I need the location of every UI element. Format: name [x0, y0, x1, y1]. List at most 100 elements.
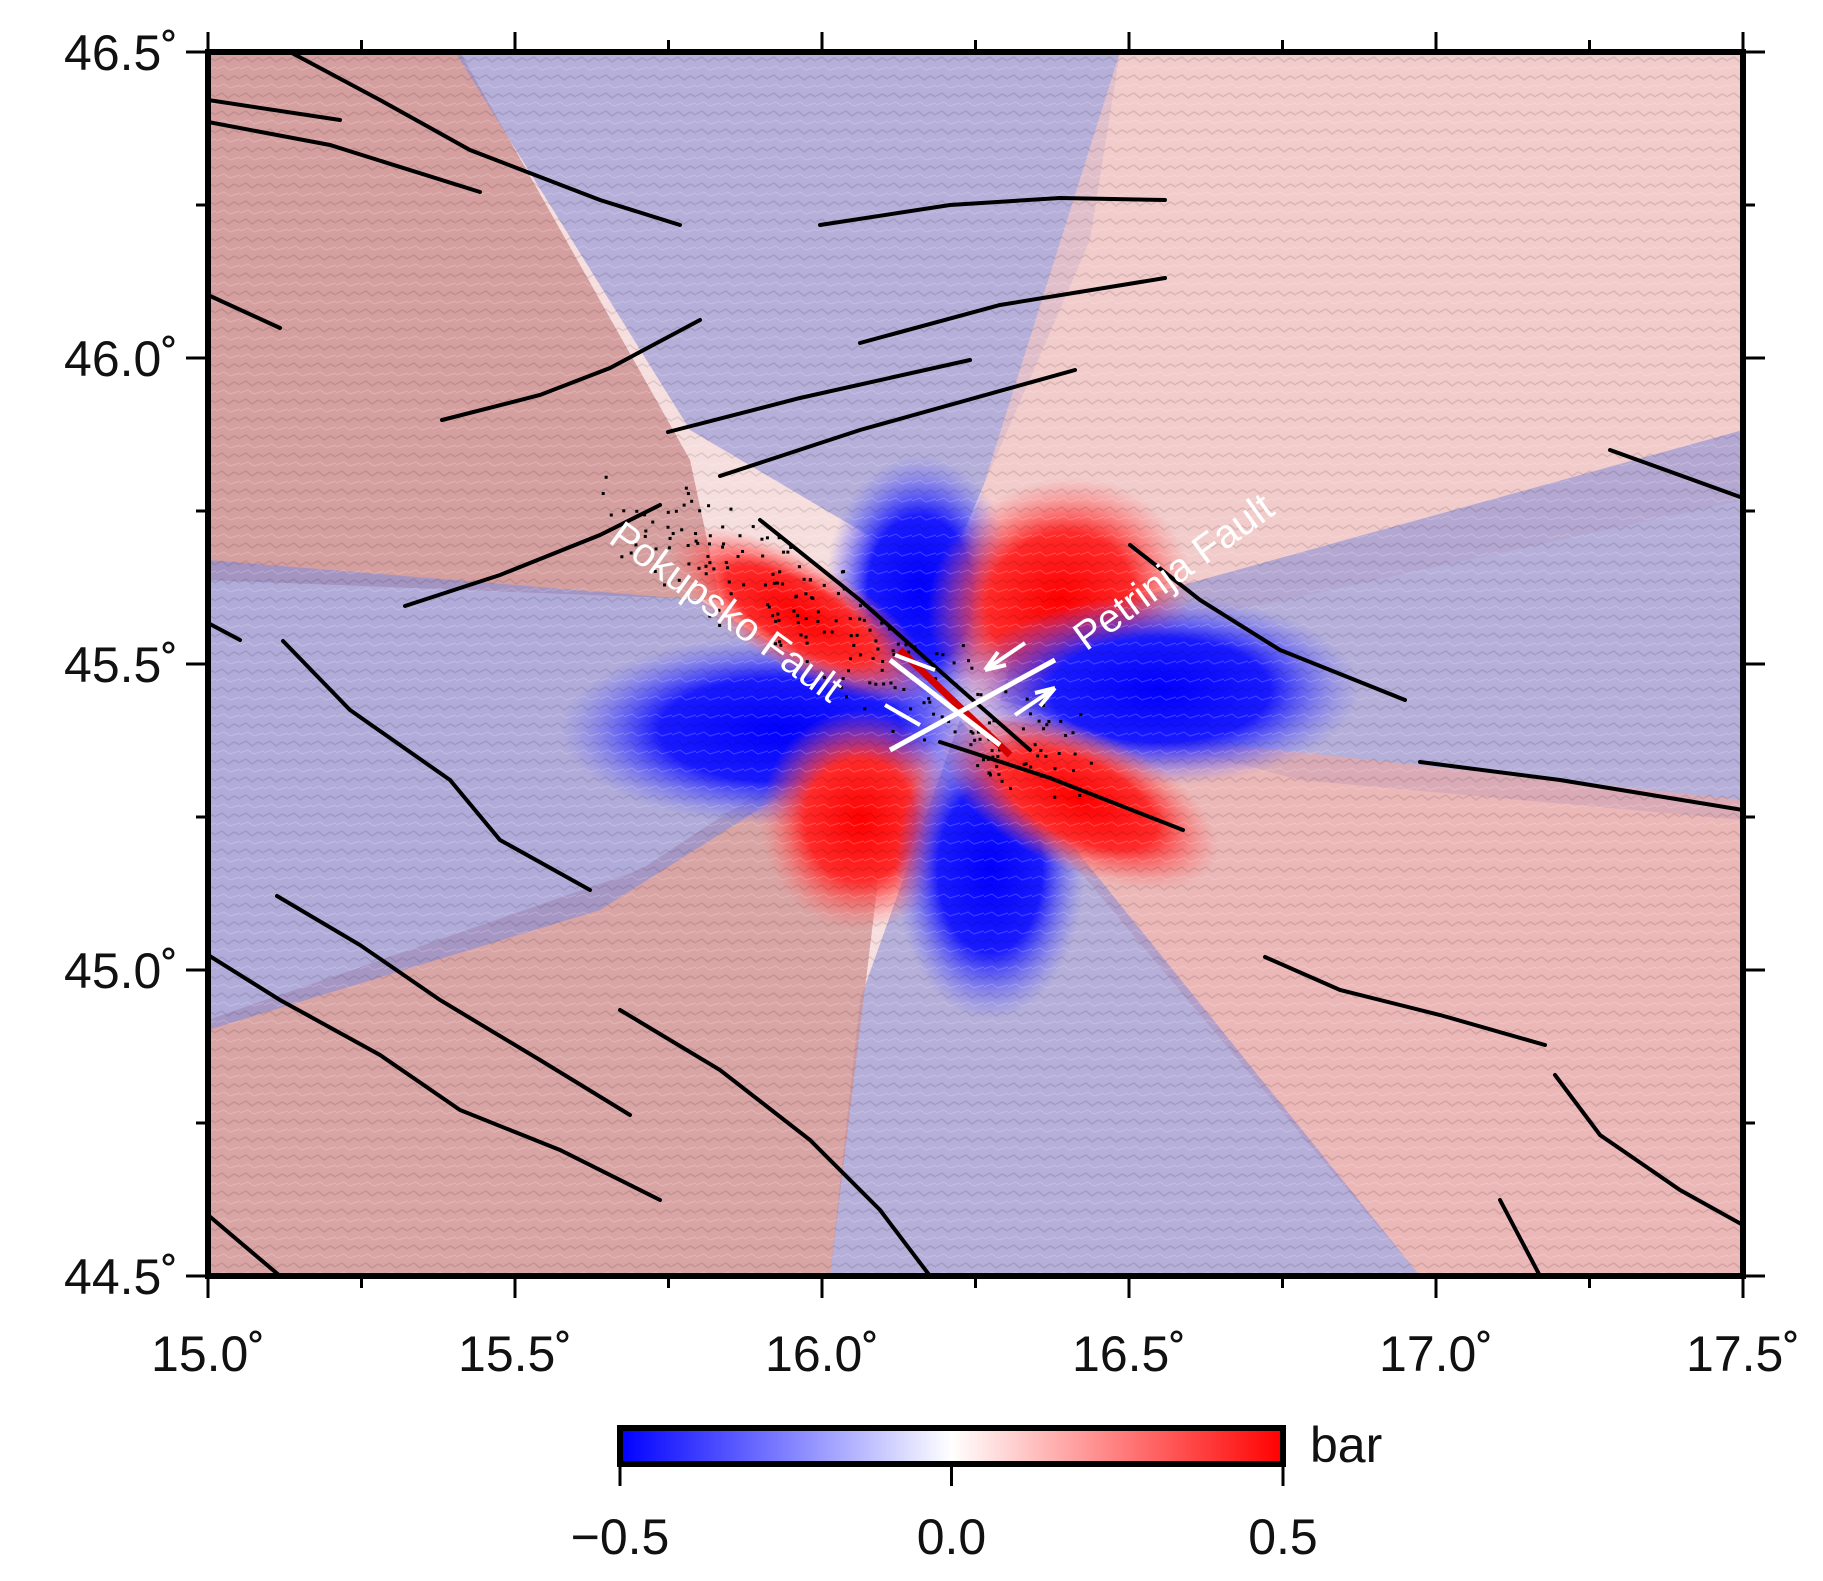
aftershock-dot — [601, 492, 605, 496]
aftershock-dot — [767, 605, 771, 609]
y-tick-label: 46.5˚ — [64, 25, 178, 81]
fault-trace — [858, 276, 1167, 345]
aftershock-dot — [848, 617, 852, 621]
aftershock-dot — [954, 683, 958, 687]
aftershock-dot — [862, 618, 866, 622]
fault-trace — [208, 953, 662, 1202]
slip-arrow — [983, 641, 1027, 672]
y-tick-label: 45.0˚ — [64, 943, 178, 999]
aftershock-dot — [969, 743, 973, 747]
aftershock-dot — [697, 566, 701, 570]
aftershock-dot — [976, 764, 980, 768]
aftershock-dot — [779, 643, 783, 647]
aftershock-dot — [778, 640, 782, 644]
aftershock-dot — [680, 528, 684, 532]
aftershock-dot — [727, 580, 731, 584]
aftershock-dot — [751, 525, 755, 529]
fault-trace — [1498, 1198, 1542, 1276]
aftershock-dot — [909, 707, 913, 711]
aftershock-dot — [1022, 763, 1026, 767]
aftershock-dot — [997, 772, 1001, 776]
fault-trace — [818, 195, 1167, 227]
aftershock-dot — [622, 509, 626, 513]
aftershock-dot — [629, 551, 633, 555]
aftershock-dot — [776, 612, 780, 616]
aftershock-dot — [987, 771, 991, 775]
aftershock-dot — [718, 623, 722, 627]
aftershock-dot — [778, 570, 782, 574]
aftershock-dot — [774, 619, 778, 623]
aftershock-dot — [961, 644, 965, 648]
aftershock-dot — [771, 614, 775, 618]
aftershock-dot — [969, 730, 973, 734]
fault-trace — [938, 740, 1185, 832]
fault-trace — [758, 518, 1032, 752]
colorbar: bar −0.5 0.0 0.5 — [571, 1417, 1383, 1565]
aftershock-dot — [708, 614, 712, 618]
aftershock-dot — [1059, 719, 1063, 723]
aftershock-dot — [849, 634, 853, 638]
aftershock-dot — [891, 729, 895, 733]
aftershock-dot — [721, 545, 725, 549]
x-tick-label: 17.0˚ — [1379, 1326, 1493, 1382]
aftershock-dot — [981, 758, 985, 762]
aftershock-dot — [643, 513, 647, 517]
aftershock-dot — [786, 550, 790, 554]
fault-trace — [403, 503, 662, 608]
aftershock-dot — [891, 649, 895, 653]
colorbar-tick-label: −0.5 — [571, 1509, 670, 1565]
aftershock-dot — [796, 614, 800, 618]
aftershock-dot — [1037, 719, 1041, 723]
aftershock-dot — [1045, 723, 1049, 727]
aftershock-dot — [1025, 697, 1029, 701]
aftershock-dot — [634, 543, 638, 547]
x-axis: 15.0˚ 15.5˚ 16.0˚ 16.5˚ 17.0˚ 17.5˚ — [151, 32, 1800, 1382]
aftershock-dot — [724, 561, 728, 565]
aftershock-dot — [934, 677, 938, 681]
aftershock-dot — [765, 536, 769, 540]
aftershock-dot — [822, 676, 826, 680]
aftershock-dot — [863, 707, 867, 711]
aftershock-dot — [804, 592, 808, 596]
nodal-plane-white — [888, 657, 1057, 753]
aftershock-dot — [717, 608, 721, 612]
aftershock-dot — [932, 712, 936, 716]
aftershock-dot — [996, 754, 1000, 758]
x-tick-label: 15.5˚ — [458, 1326, 572, 1382]
aftershock-dot — [998, 748, 1002, 752]
colorbar-gradient — [617, 1425, 1286, 1467]
aftershock-dot — [1044, 754, 1048, 758]
aftershock-dot — [708, 561, 712, 565]
aftershock-dot — [666, 525, 670, 529]
relief-texture — [208, 52, 1743, 1276]
aftershock-dot — [726, 566, 730, 570]
y-tick-label: 46.0˚ — [64, 331, 178, 387]
aftershock-dot — [970, 666, 974, 670]
x-tick-label: 16.0˚ — [765, 1326, 879, 1382]
aftershock-dot — [671, 532, 675, 536]
aftershock-dot — [1041, 703, 1045, 707]
aftershock-dot — [794, 595, 798, 599]
aftershock-dot — [771, 572, 775, 576]
aftershock-dot — [1009, 787, 1013, 791]
aftershock-dot — [704, 564, 708, 568]
aftershock-dot — [902, 687, 906, 691]
aftershock-dot — [822, 630, 826, 634]
aftershock-dot — [855, 633, 859, 637]
map-area: Pokupsko Fault Petrinja Fault — [208, 52, 1743, 1276]
aftershock-dot — [797, 565, 801, 569]
fault-trace — [208, 293, 282, 330]
aftershock-dot — [1064, 733, 1068, 737]
aftershock-dot — [839, 685, 843, 689]
aftershock-dot — [1078, 793, 1082, 797]
aftershock-dot — [804, 617, 808, 621]
aftershock-dot — [1053, 767, 1057, 771]
aftershock-dot — [868, 628, 872, 632]
aftershock-dot — [976, 692, 980, 696]
aftershock-dot — [651, 520, 655, 524]
aftershock-dot — [712, 567, 716, 571]
aftershock-dot — [729, 592, 733, 596]
aftershock-dot — [1053, 795, 1057, 799]
aftershock-dot — [1072, 769, 1076, 773]
aftershock-dot — [1028, 712, 1032, 716]
